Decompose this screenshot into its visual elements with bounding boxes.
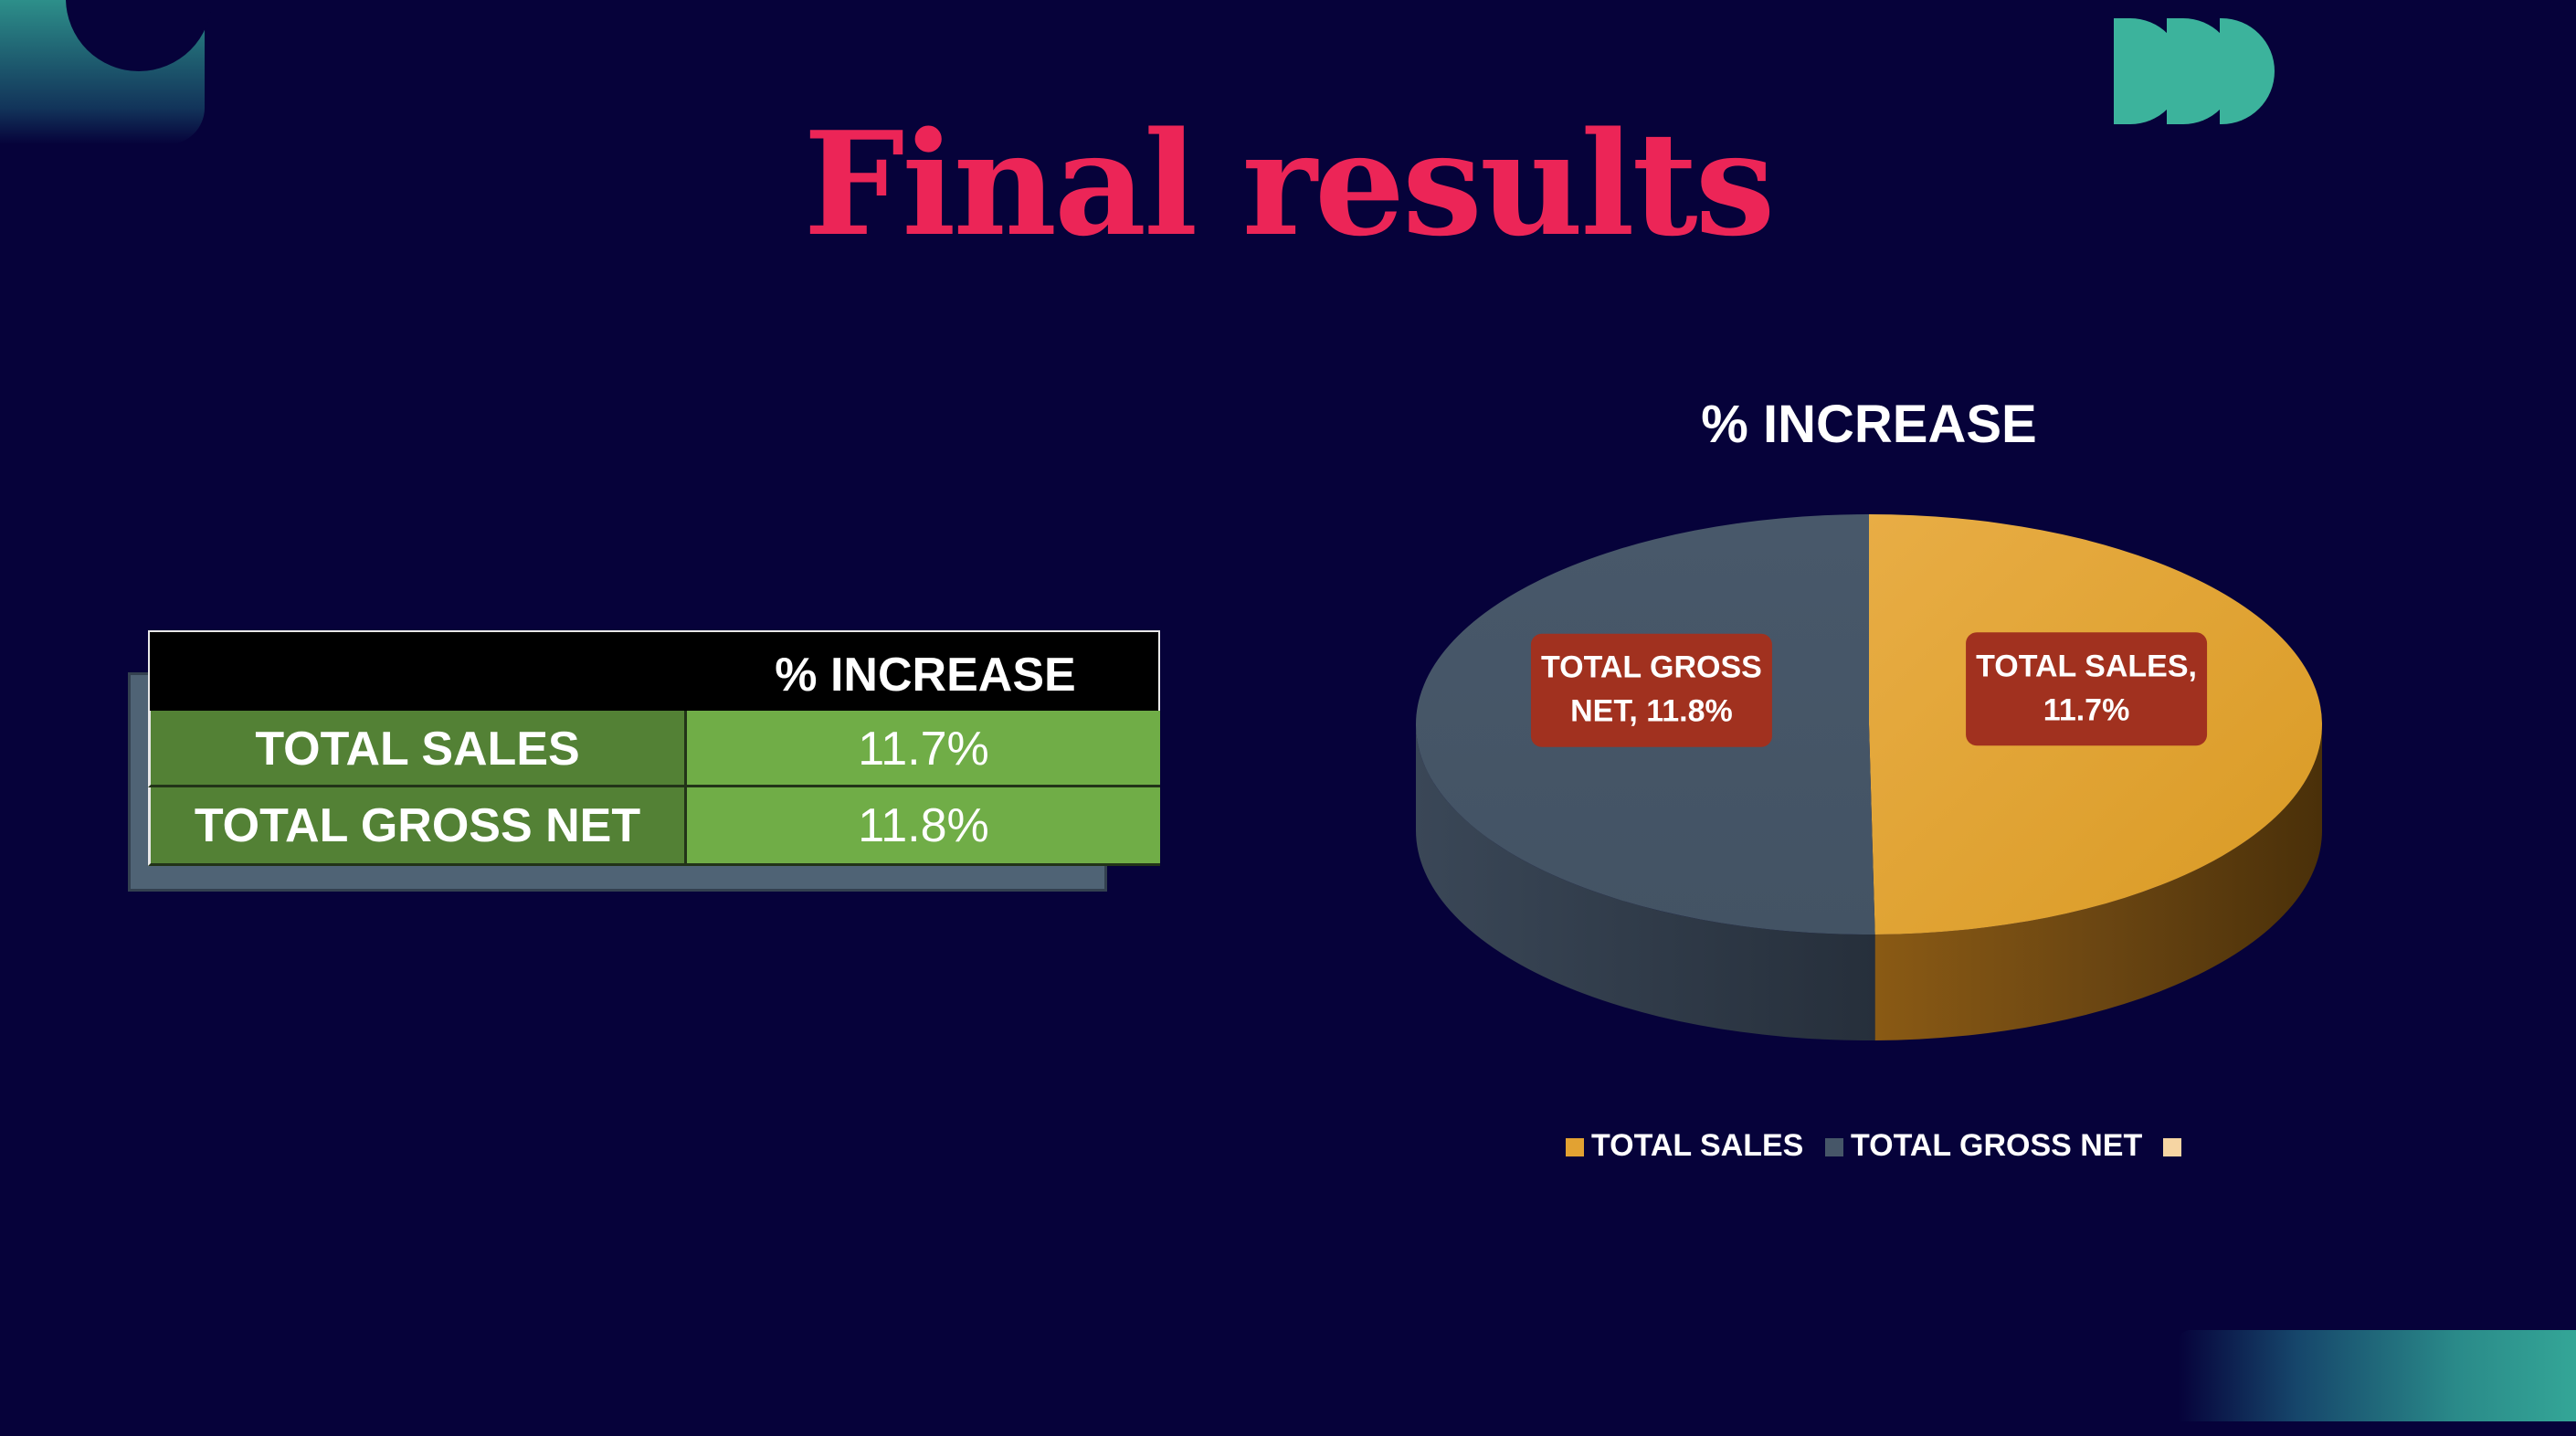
table-row-value: 11.7%: [687, 711, 1160, 787]
d-shapes-decoration: [2114, 18, 2275, 124]
d-shape-2: [2167, 18, 2236, 124]
legend-swatch: [1825, 1138, 1843, 1156]
pie-slice-side: [1416, 724, 1875, 1040]
pie-slice-side: [1874, 724, 2322, 1040]
slide-title: Final results: [803, 100, 1776, 268]
data-label-text: NET, 11.8%: [1570, 694, 1733, 729]
corner-decoration-bottom-right: [2178, 1330, 2576, 1421]
increase-table: % INCREASE TOTAL SALES 11.7% TOTAL GROSS…: [148, 630, 1160, 868]
legend-swatch: [1566, 1138, 1584, 1156]
table-header-row: % INCREASE: [148, 630, 1160, 711]
pie-slices: [1415, 514, 2322, 1040]
table-row: TOTAL GROSS NET 11.8%: [148, 787, 1160, 866]
table-row: TOTAL SALES 11.7%: [148, 711, 1160, 787]
data-label-text: 11.7%: [2043, 692, 2130, 727]
data-label-box: [1966, 632, 2208, 746]
legend-label: TOTAL SALES: [1591, 1128, 1803, 1163]
table-row-label: TOTAL SALES: [148, 711, 687, 787]
data-label-text: TOTAL SALES,: [1976, 649, 2197, 683]
table-row-value: 11.8%: [687, 787, 1160, 866]
chart-legend: TOTAL SALES TOTAL GROSS NET: [1566, 1128, 2181, 1163]
data-label-text: TOTAL GROSS: [1541, 650, 1762, 685]
pie-data-labels: TOTAL SALES, 11.7% TOTAL GROSS NET, 11.8%: [1530, 632, 2208, 747]
d-shape-3: [2220, 18, 2275, 124]
legend-swatch: [2163, 1138, 2181, 1156]
d-shape-1: [2114, 18, 2183, 124]
table-row-label: TOTAL GROSS NET: [148, 787, 687, 866]
legend-label: TOTAL GROSS NET: [1851, 1128, 2142, 1163]
data-label-box: [1530, 633, 1772, 747]
chart-title: % INCREASE: [1701, 395, 2036, 454]
table-header-increase: % INCREASE: [775, 649, 1076, 702]
